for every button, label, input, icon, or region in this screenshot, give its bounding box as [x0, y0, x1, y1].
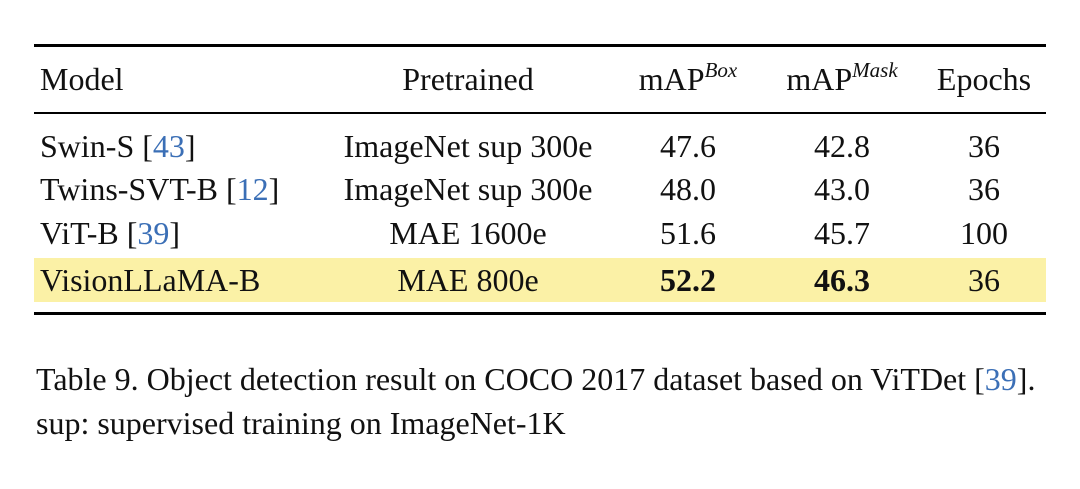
- cell-map-mask: 42.8: [814, 128, 870, 164]
- cell-epochs: 100: [960, 215, 1008, 251]
- cell-pretrained: MAE 1600e: [389, 215, 547, 251]
- cell-pretrained: ImageNet sup 300e: [343, 128, 593, 164]
- table-row: Swin-S [43] ImageNet sup 300e 47.6 42.8 …: [34, 124, 1046, 168]
- cell-model: Swin-S [43]: [40, 128, 196, 164]
- table-row: ViT-B [39] MAE 1600e 51.6 45.7 100: [34, 211, 1046, 255]
- table-bottom-rule: [34, 312, 1046, 315]
- cell-epochs: 36: [968, 171, 1000, 207]
- header-epochs: Epochs: [936, 61, 1032, 97]
- cell-map-box: 47.6: [660, 128, 716, 164]
- cell-model: Twins-SVT-B [12]: [40, 171, 280, 207]
- cell-map-mask: 46.3: [814, 262, 870, 298]
- cell-pretrained: ImageNet sup 300e: [343, 171, 593, 207]
- header-model: Model: [40, 61, 124, 97]
- citation-link[interactable]: 43: [152, 128, 185, 164]
- table-top-rule: [34, 44, 1046, 47]
- header-pretrained: Pretrained: [402, 61, 534, 97]
- cell-epochs: 36: [968, 262, 1000, 298]
- header-map-mask: mAPMask: [786, 58, 898, 98]
- table-caption: Table 9. Object detection result on COCO…: [36, 361, 1036, 441]
- table-row-highlighted: VisionLLaMA-B MAE 800e 52.2 46.3 36: [34, 258, 1046, 302]
- cell-map-mask: 45.7: [814, 215, 870, 251]
- cell-map-box: 48.0: [660, 171, 716, 207]
- table-header-row: Model Pretrained mAPBox mAPMask Epochs: [34, 57, 1046, 101]
- header-map-box: mAPBox: [638, 58, 738, 98]
- citation-link[interactable]: 12: [236, 171, 269, 207]
- cell-map-box: 52.2: [660, 262, 716, 298]
- cell-map-box: 51.6: [660, 215, 716, 251]
- table-mid-rule: [34, 112, 1046, 114]
- header-map-mask-sup: Mask: [852, 58, 898, 82]
- table-row: Twins-SVT-B [12] ImageNet sup 300e 48.0 …: [34, 167, 1046, 211]
- citation-link[interactable]: 39: [984, 361, 1017, 397]
- cell-model: ViT-B [39]: [40, 215, 180, 251]
- cell-model: VisionLLaMA-B: [40, 262, 261, 298]
- cell-epochs: 36: [968, 128, 1000, 164]
- header-map-box-sup: Box: [704, 58, 738, 82]
- citation-link[interactable]: 39: [137, 215, 170, 251]
- cell-map-mask: 43.0: [814, 171, 870, 207]
- cell-pretrained: MAE 800e: [397, 262, 539, 298]
